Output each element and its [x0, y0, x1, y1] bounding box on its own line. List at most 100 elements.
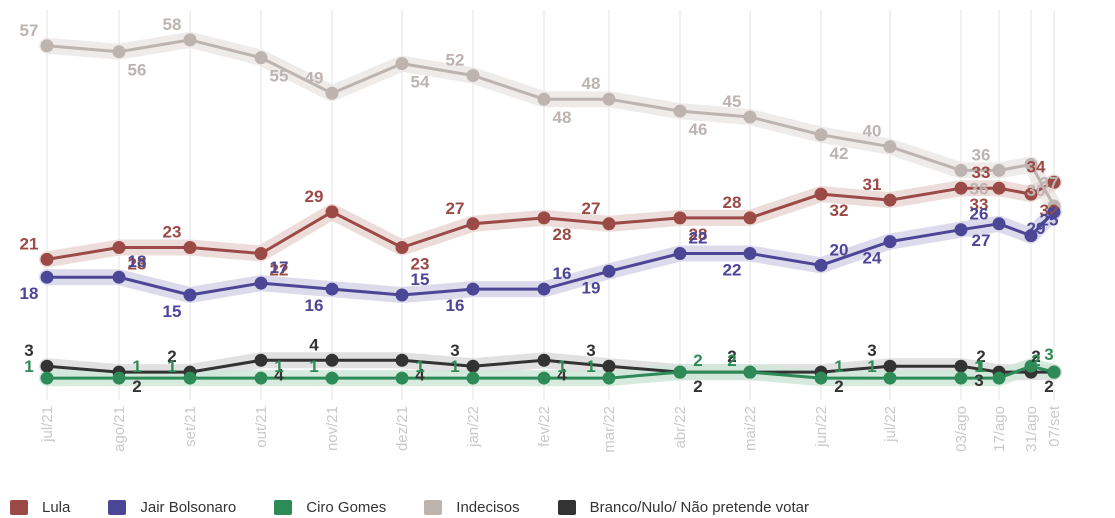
data-label: 29: [1027, 219, 1046, 238]
legend-item-branco-nulo: Branco/Nulo/ Não pretende votar: [557, 499, 809, 516]
data-label: 2: [727, 347, 736, 366]
data-point: [883, 371, 897, 385]
legend-swatch-indecisos: [424, 499, 443, 515]
data-point: [183, 241, 197, 255]
data-point: [466, 371, 480, 385]
data-label: 37: [1040, 173, 1059, 192]
data-label: 17: [270, 258, 289, 277]
data-point: [325, 86, 339, 100]
data-point: [602, 264, 616, 278]
legend-swatch-bolsonaro: [108, 499, 127, 515]
data-label: 3: [586, 341, 595, 360]
data-label: 36: [972, 145, 991, 164]
data-label: 29: [305, 187, 324, 206]
data-label: 2: [727, 351, 736, 370]
data-label: 1: [415, 357, 424, 376]
data-label: 28: [689, 225, 708, 244]
data-point: [1047, 205, 1061, 219]
data-point: [1047, 175, 1061, 189]
data-label: 27: [582, 199, 601, 218]
data-label: 23: [128, 255, 147, 274]
data-label: 1: [274, 357, 283, 376]
data-point: [112, 270, 126, 284]
data-point: [814, 371, 828, 385]
data-label: 4: [309, 335, 319, 354]
data-label: 3: [1044, 345, 1053, 364]
data-label: 18: [128, 252, 147, 271]
confidence-bands: [39, 31, 1062, 387]
data-label: 33: [972, 163, 991, 182]
data-point: [325, 205, 339, 219]
data-point: [40, 371, 54, 385]
legend-item-indecisos: Indecisos: [424, 498, 520, 516]
data-point: [325, 371, 339, 385]
data-point: [183, 371, 197, 385]
legend-label-lula: Lula: [42, 498, 71, 516]
legend-label-bolsonaro: Jair Bolsonaro: [140, 498, 237, 516]
data-point: [254, 51, 268, 65]
legend-swatch-lula: [10, 499, 28, 515]
data-label: 4: [274, 365, 284, 384]
data-point: [395, 288, 409, 302]
x-tick-label: 03/ago: [953, 406, 970, 452]
data-point: [254, 371, 268, 385]
data-point: [743, 110, 757, 124]
data-label: 15: [163, 302, 182, 321]
x-tick-label: 07/set: [1046, 405, 1063, 447]
data-point: [673, 365, 687, 379]
data-label: 2: [693, 351, 702, 370]
data-point: [883, 140, 897, 154]
x-tick-label: jul/21: [39, 406, 56, 443]
data-label: 2: [1031, 351, 1040, 370]
legend-swatch-ciro: [274, 499, 293, 515]
data-point: [183, 288, 197, 302]
data-label: 56: [128, 61, 147, 80]
legend-item-bolsonaro: Jair Bolsonaro: [108, 499, 236, 516]
data-label: 15: [411, 270, 430, 289]
data-label: 26: [970, 205, 989, 224]
x-tick-label: jun/22: [813, 406, 830, 448]
data-point: [537, 282, 551, 296]
legend-swatch-branco-nulo: [557, 499, 576, 515]
x-tick-label: dez/21: [394, 406, 411, 451]
data-label: 16: [553, 264, 572, 283]
x-tick-label: jan/22: [465, 406, 482, 448]
data-label: 46: [689, 120, 708, 139]
data-label: 1: [557, 357, 566, 376]
data-point: [466, 359, 480, 373]
data-point: [673, 246, 687, 260]
data-point: [954, 359, 968, 373]
data-point: [1024, 359, 1038, 373]
legend-label-indecisos: Indecisos: [456, 498, 520, 516]
data-point: [814, 187, 828, 201]
series-line: [46, 38, 1056, 207]
data-point: [395, 241, 409, 255]
data-point: [537, 371, 551, 385]
data-label: 55: [270, 67, 289, 86]
data-label: 2: [132, 377, 141, 396]
data-label: 40: [863, 122, 882, 141]
data-point: [183, 33, 197, 47]
data-label: 1: [834, 357, 843, 376]
x-tick-label: set/21: [182, 406, 199, 447]
data-label: 16: [446, 296, 465, 315]
data-point: [602, 217, 616, 231]
x-axis-ticks: jul/21 ago/21 set/21 out/21 nov/21 dez/21 jan/…: [39, 405, 1063, 453]
data-label: 32: [1040, 201, 1059, 220]
data-point: [466, 68, 480, 82]
data-point: [112, 45, 126, 59]
x-tick-label: nov/21: [324, 406, 341, 451]
data-point: [112, 241, 126, 255]
data-label: 30: [1027, 181, 1046, 200]
data-label: 22: [723, 260, 742, 279]
x-tick-label: mai/22: [742, 406, 759, 451]
data-point: [602, 371, 616, 385]
data-label: 4: [415, 365, 425, 384]
data-label: 18: [20, 284, 39, 303]
data-point: [602, 359, 616, 373]
data-point: [537, 92, 551, 106]
data-point: [883, 359, 897, 373]
data-label: 2: [693, 377, 702, 396]
